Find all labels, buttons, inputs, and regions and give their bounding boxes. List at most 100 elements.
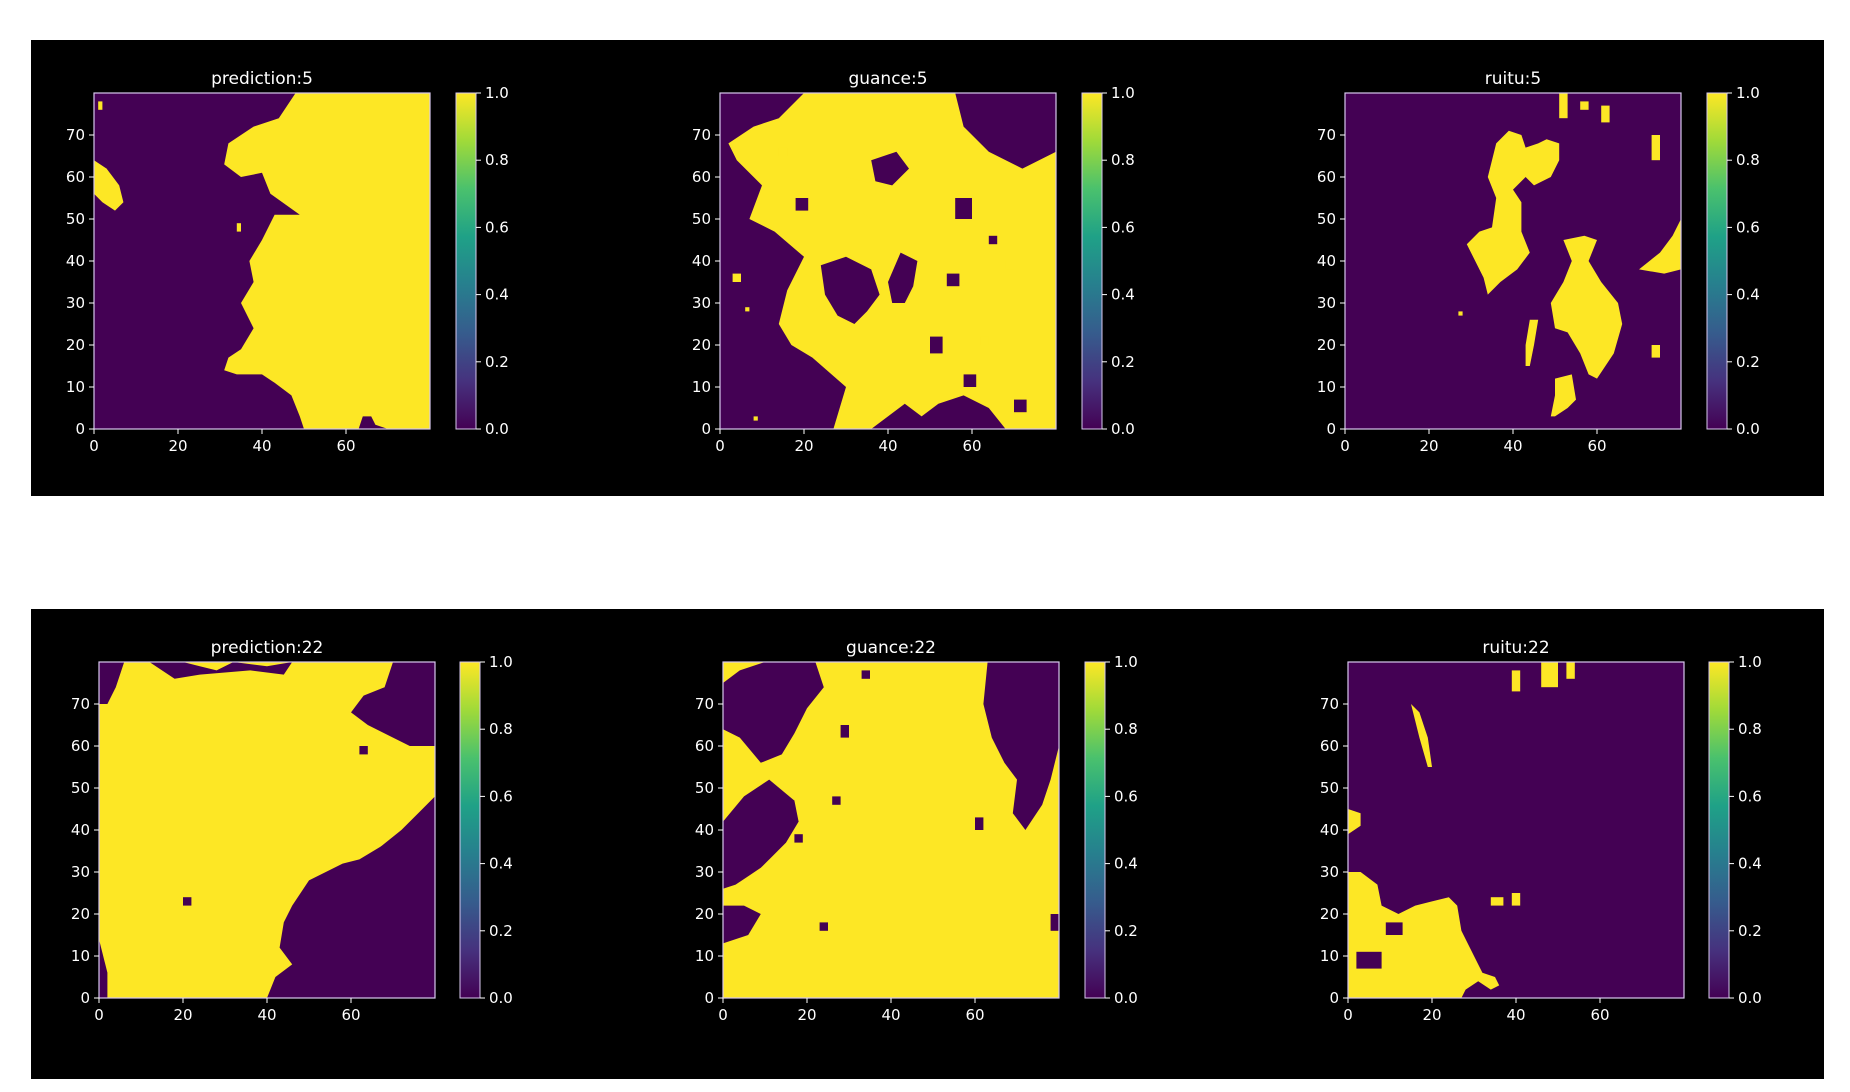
x-tick-label: 20 — [1422, 1006, 1441, 1024]
colorbar-tick-label: 0.6 — [1736, 218, 1760, 236]
y-tick-label: 60 — [1317, 168, 1336, 186]
colorbar-tick-label: 0.8 — [1738, 720, 1762, 738]
colorbar-tick-label: 0.2 — [1114, 922, 1138, 940]
colorbar-tick-label: 0.6 — [489, 787, 513, 805]
colorbar-tick-label: 0.8 — [489, 720, 513, 738]
heatmap-cell-region-value-1 — [1651, 345, 1660, 358]
colorbar-tick-label: 0.4 — [1738, 855, 1762, 873]
x-tick-label: 20 — [1419, 437, 1438, 455]
x-tick-label: 60 — [1587, 437, 1606, 455]
y-tick-label: 40 — [66, 252, 85, 270]
colorbar-tick-label: 0.4 — [1111, 286, 1135, 304]
y-tick-label: 10 — [695, 947, 714, 965]
heatmap-chart-1: prediction:5 0 20 40 60 0 10 20 30 40 50 60 70 0.0 0.2… — [66, 69, 509, 455]
y-tick-label: 30 — [71, 863, 90, 881]
y-tick-label: 40 — [1320, 821, 1339, 839]
heatmap-cell-region-value-0 — [888, 252, 918, 303]
chart-title: ruitu:5 — [1485, 69, 1541, 89]
heatmap-cell-region-value-0 — [795, 198, 809, 211]
heatmap-regions — [728, 93, 1056, 429]
heatmap-cell-region-value-1 — [1639, 219, 1681, 274]
x-tick-label: 0 — [1343, 1006, 1353, 1024]
heatmap-chart-6: ruitu:22 0 20 40 60 0 10 20 30 40 50 60 70 0.0 0.2 0.4 0… — [1320, 638, 1762, 1024]
heatmap-cell-region-value-0 — [988, 235, 998, 245]
colorbar-tick-label: 0.6 — [1111, 218, 1135, 236]
colorbar-tick-label: 0.2 — [485, 353, 509, 371]
x-tick-label: 0 — [89, 437, 99, 455]
heatmap-regions — [1348, 662, 1575, 998]
heatmap-cell-region-value-0 — [963, 374, 977, 387]
heatmap-cell-region-value-0 — [183, 897, 192, 906]
y-tick-label: 60 — [66, 168, 85, 186]
heatmap-row-step-22: prediction:22 0 20 40 60 0 10 20 30 40 50 60 70 0.0 0.… — [71, 638, 1762, 1024]
heatmap-cell-region-value-1 — [1550, 374, 1576, 417]
heatmap-cell-region-value-1 — [804, 273, 825, 312]
x-tick-label: 20 — [797, 1006, 816, 1024]
heatmap-cell-region-value-1 — [753, 416, 758, 421]
heatmap-cell-region-value-1 — [224, 93, 430, 429]
x-tick-label: 0 — [1340, 437, 1350, 455]
x-tick-label: 40 — [1503, 437, 1522, 455]
colorbar-tick-label: 0.0 — [485, 420, 509, 438]
chart-title: prediction:5 — [211, 69, 313, 89]
x-tick-label: 40 — [1506, 1006, 1525, 1024]
heatmap-cell-region-value-1 — [1511, 893, 1521, 906]
colorbar-tick-label: 1.0 — [1736, 84, 1760, 102]
heatmap-cell-region-value-1 — [1550, 235, 1623, 379]
heatmap-cell-region-value-0 — [359, 746, 368, 755]
colorbar — [455, 92, 477, 430]
chart-title: guance:22 — [846, 638, 936, 658]
y-tick-label: 40 — [692, 252, 711, 270]
colorbar-tick-label: 0.8 — [1111, 151, 1135, 169]
heatmap-regions — [94, 93, 430, 429]
y-tick-label: 60 — [1320, 737, 1339, 755]
y-tick-label: 0 — [75, 420, 85, 438]
x-tick-label: 20 — [168, 437, 187, 455]
colorbar-tick-label: 0.4 — [489, 855, 513, 873]
colorbar-tick-label: 0.8 — [485, 151, 509, 169]
x-tick-label: 40 — [252, 437, 271, 455]
heatmap-cell-region-value-0 — [99, 939, 108, 998]
y-tick-label: 20 — [695, 905, 714, 923]
y-tick-label: 20 — [71, 905, 90, 923]
chart-title: guance:5 — [848, 69, 927, 89]
y-tick-label: 10 — [71, 947, 90, 965]
colorbar-tick-label: 0.2 — [489, 922, 513, 940]
heatmap-cell-region-value-0 — [1014, 399, 1027, 413]
heatmap-cell-region-value-0 — [955, 198, 972, 219]
colorbar-tick-label: 0.0 — [1114, 989, 1138, 1007]
heatmap-regions — [99, 662, 435, 998]
heatmap-cell-region-value-0 — [1385, 922, 1403, 935]
x-tick-label: 60 — [1590, 1006, 1609, 1024]
heatmap-cell-region-value-1 — [1559, 93, 1568, 119]
x-tick-label: 0 — [715, 437, 725, 455]
heatmap-cell-region-value-0 — [723, 905, 761, 944]
x-tick-label: 60 — [336, 437, 355, 455]
colorbar — [1084, 661, 1106, 999]
y-tick-label: 30 — [692, 294, 711, 312]
heatmap-cell-region-value-1 — [980, 336, 989, 345]
x-tick-label: 20 — [173, 1006, 192, 1024]
y-tick-label: 70 — [692, 126, 711, 144]
heatmap-cell-region-value-1 — [732, 273, 741, 282]
heatmap-cell-region-value-1 — [1525, 319, 1539, 366]
y-tick-label: 20 — [692, 336, 711, 354]
heatmap-cell-region-value-0 — [975, 817, 984, 830]
y-tick-label: 20 — [1320, 905, 1339, 923]
heatmap-cell-region-value-1 — [1490, 897, 1504, 906]
y-tick-label: 0 — [80, 989, 90, 1007]
y-tick-label: 50 — [1320, 779, 1339, 797]
y-tick-label: 50 — [695, 779, 714, 797]
x-tick-label: 60 — [341, 1006, 360, 1024]
figure-panel-step-5: prediction:5 0 20 40 60 0 10 20 30 40 50 60 70 0.0 0.2… — [31, 40, 1824, 496]
y-tick-label: 30 — [1317, 294, 1336, 312]
y-tick-label: 10 — [692, 378, 711, 396]
heatmap-cell-region-value-1 — [1458, 311, 1463, 316]
y-tick-label: 50 — [692, 210, 711, 228]
heatmap-regions — [1458, 93, 1681, 417]
colorbar-tick-label: 1.0 — [1738, 653, 1762, 671]
heatmap-cell-region-value-1 — [1005, 261, 1014, 270]
colorbar-tick-label: 0.2 — [1738, 922, 1762, 940]
heatmap-cell-region-value-1 — [1348, 872, 1500, 998]
colorbar-tick-label: 0.0 — [1111, 420, 1135, 438]
